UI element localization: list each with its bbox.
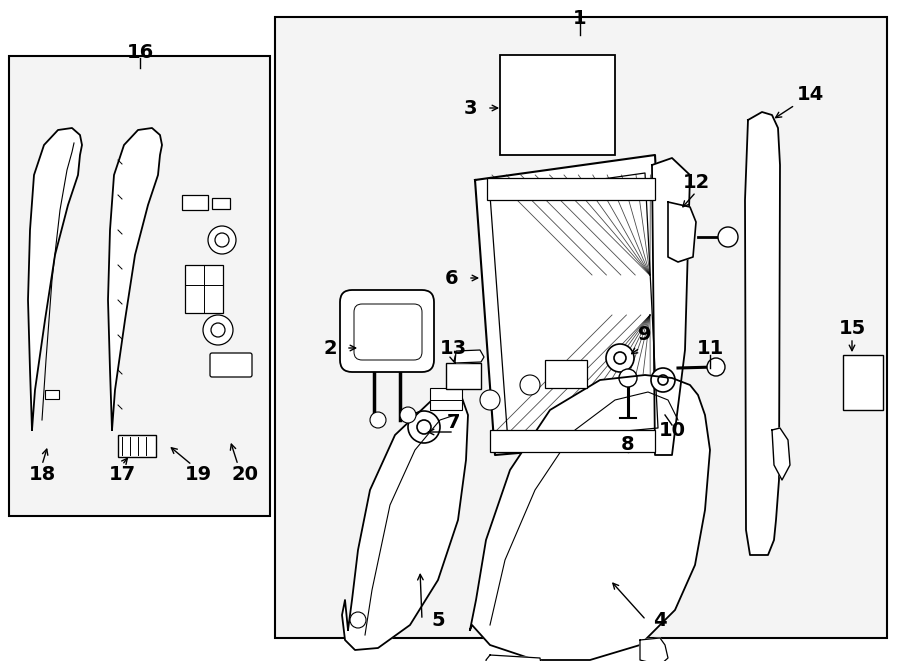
Text: 14: 14: [796, 85, 824, 104]
Polygon shape: [772, 428, 790, 480]
Text: 1: 1: [573, 9, 587, 28]
Circle shape: [203, 315, 233, 345]
Circle shape: [503, 436, 513, 446]
Circle shape: [872, 400, 878, 406]
Circle shape: [417, 420, 431, 434]
Text: 2: 2: [323, 338, 337, 358]
Circle shape: [565, 368, 585, 388]
Circle shape: [525, 184, 535, 194]
Circle shape: [500, 184, 510, 194]
Polygon shape: [342, 398, 468, 650]
FancyBboxPatch shape: [210, 353, 252, 377]
Polygon shape: [668, 202, 696, 262]
Bar: [490, 430, 655, 452]
Text: 18: 18: [29, 465, 56, 485]
Bar: [212, 198, 230, 209]
Circle shape: [520, 375, 540, 395]
Circle shape: [847, 358, 855, 366]
Text: 19: 19: [184, 465, 212, 485]
Circle shape: [619, 369, 637, 387]
Polygon shape: [486, 655, 542, 661]
Circle shape: [480, 390, 500, 410]
Circle shape: [848, 400, 854, 406]
Text: 8: 8: [621, 436, 634, 455]
Polygon shape: [108, 128, 162, 430]
Polygon shape: [28, 128, 82, 430]
Text: 11: 11: [697, 338, 724, 358]
Bar: [45, 390, 59, 399]
Bar: [274, 17, 886, 638]
Bar: [118, 435, 156, 457]
Polygon shape: [652, 158, 690, 455]
Circle shape: [370, 412, 386, 428]
Circle shape: [871, 358, 879, 366]
Text: 7: 7: [446, 412, 460, 432]
Circle shape: [718, 227, 738, 247]
Bar: [185, 265, 223, 313]
Polygon shape: [470, 375, 710, 660]
Circle shape: [400, 407, 416, 423]
Text: 3: 3: [464, 98, 477, 118]
Text: 10: 10: [659, 420, 686, 440]
Circle shape: [651, 368, 675, 392]
Bar: [9, 56, 270, 516]
Bar: [843, 355, 883, 410]
Circle shape: [567, 61, 585, 79]
Text: 13: 13: [439, 338, 466, 358]
Text: 4: 4: [653, 611, 667, 629]
Bar: [430, 388, 462, 410]
Polygon shape: [640, 638, 668, 661]
Circle shape: [614, 352, 626, 364]
Polygon shape: [475, 155, 670, 455]
FancyBboxPatch shape: [354, 304, 422, 360]
Circle shape: [707, 358, 725, 376]
Bar: [446, 363, 481, 389]
Circle shape: [408, 411, 440, 443]
Circle shape: [211, 323, 225, 337]
Text: 12: 12: [682, 173, 709, 192]
Bar: [500, 55, 615, 155]
Text: 20: 20: [231, 465, 258, 485]
Circle shape: [215, 233, 229, 247]
Circle shape: [208, 226, 236, 254]
Polygon shape: [745, 112, 780, 555]
Bar: [182, 195, 208, 210]
Circle shape: [350, 612, 366, 628]
Circle shape: [606, 344, 634, 372]
Text: 15: 15: [839, 319, 866, 338]
Polygon shape: [455, 350, 484, 363]
Text: 9: 9: [638, 325, 652, 344]
Text: 17: 17: [108, 465, 136, 485]
Bar: [545, 360, 587, 388]
Circle shape: [530, 436, 540, 446]
Bar: [487, 178, 655, 200]
Text: 16: 16: [126, 42, 154, 61]
Circle shape: [658, 375, 668, 385]
FancyBboxPatch shape: [340, 290, 434, 372]
Text: 6: 6: [446, 268, 459, 288]
Text: 5: 5: [431, 611, 445, 629]
Circle shape: [526, 61, 544, 79]
